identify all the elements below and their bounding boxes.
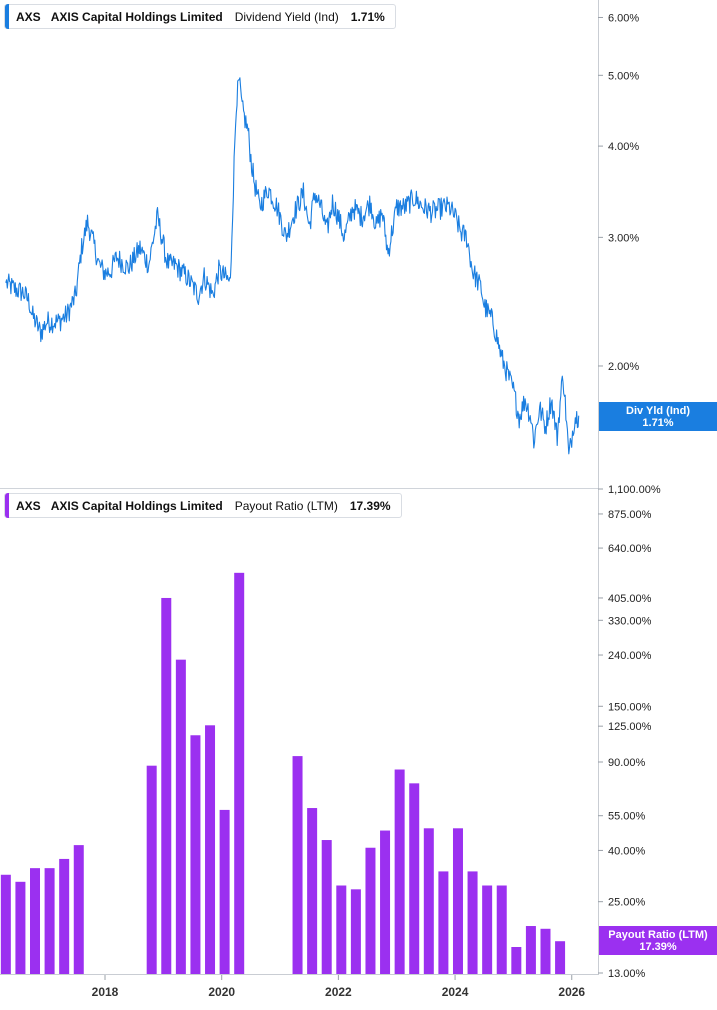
bottom-y-tick-label: 875.00% bbox=[608, 509, 652, 521]
bottom-legend-ticker: AXS bbox=[16, 498, 41, 513]
dividend-yield-tag-value: 1.71% bbox=[642, 416, 674, 429]
bottom-y-tick-label: 240.00% bbox=[608, 650, 652, 662]
payout-bar bbox=[15, 881, 26, 974]
payout-bar bbox=[219, 809, 230, 974]
payout-bar bbox=[438, 871, 449, 974]
bottom-y-tick-label: 640.00% bbox=[608, 543, 652, 555]
bottom-legend-metric: Payout Ratio (LTM) bbox=[234, 498, 338, 513]
dividend-yield-line bbox=[5, 77, 580, 455]
payout-bar bbox=[380, 830, 391, 974]
bottom-y-tick-label: 40.00% bbox=[608, 845, 646, 857]
bottom-y-tick-label: 55.00% bbox=[608, 811, 646, 823]
payout-ratio-tag-value: 17.39% bbox=[639, 941, 677, 954]
top-legend-color-swatch bbox=[5, 4, 9, 29]
dividend-yield-value-tag: Div Yld (Ind) 1.71% bbox=[599, 401, 717, 431]
bottom-y-tick-label: 90.00% bbox=[608, 757, 646, 769]
payout-bar bbox=[336, 885, 347, 974]
payout-bar bbox=[307, 808, 318, 974]
payout-bar bbox=[525, 926, 536, 974]
payout-bar bbox=[365, 847, 376, 974]
payout-bar bbox=[482, 885, 493, 974]
payout-bar bbox=[205, 725, 216, 974]
bottom-legend: AXS AXIS Capital Holdings Limited Payout… bbox=[4, 493, 402, 518]
payout-bar bbox=[190, 735, 201, 974]
bottom-y-tick-label: 25.00% bbox=[608, 897, 646, 909]
payout-bar bbox=[59, 858, 70, 974]
payout-bar bbox=[350, 889, 361, 974]
top-legend: AXS AXIS Capital Holdings Limited Divide… bbox=[4, 4, 396, 29]
x-tick-label: 2026 bbox=[558, 985, 585, 999]
x-tick-label: 2018 bbox=[92, 985, 119, 999]
bottom-y-tick-label: 405.00% bbox=[608, 593, 652, 605]
payout-bar bbox=[452, 828, 463, 974]
bottom-y-tick-label: 330.00% bbox=[608, 615, 652, 627]
payout-bars bbox=[0, 572, 566, 974]
payout-bar bbox=[146, 765, 157, 974]
payout-bar bbox=[423, 828, 434, 974]
x-tick-label: 2022 bbox=[325, 985, 352, 999]
bottom-y-tick-label: 125.00% bbox=[608, 721, 652, 733]
bottom-legend-value: 17.39% bbox=[349, 498, 391, 513]
payout-bar bbox=[161, 597, 172, 974]
payout-bar bbox=[409, 783, 420, 974]
bottom-y-tick-label: 150.00% bbox=[608, 701, 652, 713]
payout-bar bbox=[234, 572, 245, 974]
dividend-yield-tag-label: Div Yld (Ind) bbox=[626, 404, 690, 417]
bottom-legend-color-swatch bbox=[5, 493, 9, 518]
top-y-tick-label: 3.00% bbox=[608, 232, 639, 244]
payout-bar bbox=[394, 769, 405, 974]
payout-bar bbox=[292, 756, 303, 974]
payout-bar bbox=[0, 874, 11, 974]
top-legend-company: AXIS Capital Holdings Limited bbox=[50, 9, 223, 24]
bottom-y-tick-label: 13.00% bbox=[608, 968, 646, 980]
top-y-tick-label: 6.00% bbox=[608, 12, 639, 24]
payout-bar bbox=[30, 868, 41, 974]
top-legend-ticker: AXS bbox=[16, 9, 41, 24]
payout-bar bbox=[496, 885, 507, 974]
top-y-tick-label: 4.00% bbox=[608, 141, 639, 153]
payout-bar bbox=[467, 871, 478, 974]
payout-ratio-tag-label: Payout Ratio (LTM) bbox=[608, 929, 708, 942]
payout-ratio-value-tag: Payout Ratio (LTM) 17.39% bbox=[599, 926, 717, 956]
bottom-y-tick-label: 1,100.00% bbox=[608, 484, 661, 496]
top-y-tick-label: 5.00% bbox=[608, 70, 639, 82]
x-axis: 2018 2020 2022 2024 2026 bbox=[92, 975, 585, 999]
x-tick-label: 2024 bbox=[442, 985, 469, 999]
x-tick-label: 2020 bbox=[208, 985, 235, 999]
payout-bar bbox=[321, 840, 332, 974]
bottom-y-axis: 1,100.00% 875.00% 640.00% 405.00% 330.00% 240… bbox=[598, 484, 661, 980]
payout-bar bbox=[555, 941, 566, 974]
payout-bar bbox=[540, 928, 551, 974]
top-legend-metric: Dividend Yield (Ind) bbox=[234, 9, 339, 24]
bottom-legend-company: AXIS Capital Holdings Limited bbox=[50, 498, 223, 513]
payout-bar bbox=[511, 947, 522, 974]
top-legend-value: 1.71% bbox=[350, 9, 385, 24]
payout-bar bbox=[73, 845, 84, 974]
top-y-tick-label: 2.00% bbox=[608, 361, 639, 373]
top-y-axis: 6.00% 5.00% 4.00% 3.00% 2.00% bbox=[598, 12, 639, 373]
payout-bar bbox=[44, 868, 55, 974]
payout-bar bbox=[175, 659, 186, 974]
